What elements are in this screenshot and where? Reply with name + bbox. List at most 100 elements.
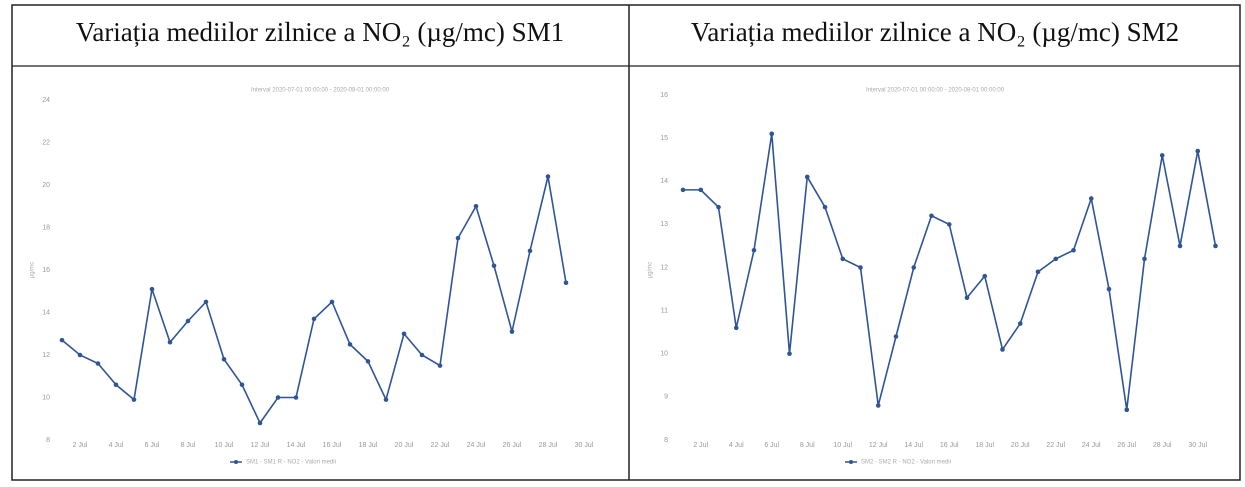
data-point <box>527 248 533 254</box>
data-point <box>563 280 569 286</box>
y-tick-label: 15 <box>660 135 668 142</box>
data-point <box>822 204 828 210</box>
data-point <box>203 299 209 305</box>
y-tick-label: 18 <box>42 224 50 231</box>
data-point <box>95 361 101 366</box>
data-point <box>455 235 461 241</box>
data-point <box>929 213 934 219</box>
data-point <box>473 203 479 209</box>
y-tick-label: 13 <box>660 221 668 228</box>
data-point <box>733 325 739 331</box>
data-point <box>401 331 407 337</box>
y-tick-label: 14 <box>42 309 50 316</box>
x-tick-label: 8 Jul <box>800 442 815 449</box>
data-point <box>1053 256 1059 262</box>
x-tick-label: 30 Jul <box>575 442 594 449</box>
y-tick-label: 10 <box>42 394 50 401</box>
data-point <box>964 295 970 300</box>
y-tick-label: 10 <box>660 351 668 358</box>
series-line <box>61 176 567 425</box>
x-tick-label: 4 Jul <box>729 442 744 449</box>
y-tick-label: 24 <box>42 97 50 104</box>
data-point <box>491 263 497 269</box>
y-tick-label: 11 <box>661 307 668 314</box>
series-line <box>683 133 1217 410</box>
data-point <box>509 329 515 334</box>
data-point <box>113 382 119 388</box>
x-tick-label: 16 Jul <box>940 442 959 449</box>
data-point <box>1035 269 1041 275</box>
data-point <box>1017 321 1023 326</box>
y-tick-label: 16 <box>660 92 668 99</box>
data-point <box>804 174 810 180</box>
legend-dot <box>234 460 238 464</box>
x-tick-label: 4 Jul <box>109 442 124 449</box>
data-point <box>419 352 425 358</box>
data-point <box>698 187 704 193</box>
x-tick-label: 28 Jul <box>1153 442 1172 449</box>
data-point <box>77 352 83 358</box>
x-tick-label: 30 Jul <box>1188 442 1207 449</box>
data-point <box>221 356 227 362</box>
x-tick-label: 2 Jul <box>693 442 708 449</box>
data-point <box>1088 196 1094 201</box>
chart-title: Variația mediilor zilnice a NO₂ (µg/mc) … <box>691 17 1179 47</box>
x-tick-label: 10 Jul <box>215 442 234 449</box>
y-tick-label: 12 <box>42 352 50 359</box>
legend-label: SM2 - SM2 R - NO2 - Valori medii <box>861 460 951 466</box>
data-point <box>787 351 792 357</box>
y-tick-label: 14 <box>660 178 668 185</box>
x-tick-label: 16 Jul <box>323 442 342 449</box>
data-point <box>680 187 686 193</box>
data-point <box>893 334 899 339</box>
y-tick-label: 9 <box>664 394 668 401</box>
data-point <box>1106 286 1112 292</box>
x-tick-label: 24 Jul <box>1082 442 1101 449</box>
y-axis-label: µg/mc <box>648 262 654 278</box>
data-point <box>840 256 846 262</box>
chart-subtitle: Interval 2020-07-01 00:00:00 - 2020-08-0… <box>866 88 1005 94</box>
data-point <box>437 363 443 368</box>
data-point <box>858 265 863 270</box>
x-tick-label: 2 Jul <box>73 442 88 449</box>
data-point <box>131 397 137 402</box>
data-point <box>1071 247 1076 253</box>
x-tick-label: 12 Jul <box>869 442 888 449</box>
x-tick-label: 20 Jul <box>1011 442 1030 449</box>
data-point <box>365 359 371 364</box>
legend-dot <box>849 460 853 464</box>
data-point <box>293 395 299 400</box>
x-tick-label: 22 Jul <box>1046 442 1065 449</box>
x-tick-label: 14 Jul <box>287 442 306 449</box>
data-point <box>982 273 988 279</box>
data-point <box>911 265 917 270</box>
x-tick-label: 10 Jul <box>833 442 852 449</box>
x-tick-label: 8 Jul <box>181 442 196 449</box>
x-tick-label: 24 Jul <box>467 442 486 449</box>
x-tick-label: 12 Jul <box>251 442 270 449</box>
legend-label: SM1 - SM1 R - NO2 - Valori medii <box>246 460 336 466</box>
x-tick-label: 6 Jul <box>145 442 160 449</box>
frame <box>11 4 1241 481</box>
data-point <box>149 286 155 292</box>
data-point <box>1142 256 1147 262</box>
x-tick-label: 20 Jul <box>395 442 414 449</box>
data-point <box>875 403 881 408</box>
y-tick-label: 8 <box>664 437 668 444</box>
y-tick-label: 22 <box>42 139 50 146</box>
data-point <box>185 318 191 324</box>
y-tick-label: 16 <box>42 267 50 274</box>
data-point <box>1213 243 1218 249</box>
x-tick-label: 18 Jul <box>975 442 994 449</box>
data-point <box>545 174 551 179</box>
x-tick-label: 26 Jul <box>503 442 522 449</box>
data-point <box>1124 407 1130 413</box>
x-tick-label: 28 Jul <box>539 442 558 449</box>
data-point <box>1000 347 1005 352</box>
data-point <box>946 222 952 227</box>
data-point <box>769 131 775 137</box>
x-tick-label: 14 Jul <box>904 442 923 449</box>
data-point <box>59 337 65 343</box>
data-point <box>275 395 281 400</box>
